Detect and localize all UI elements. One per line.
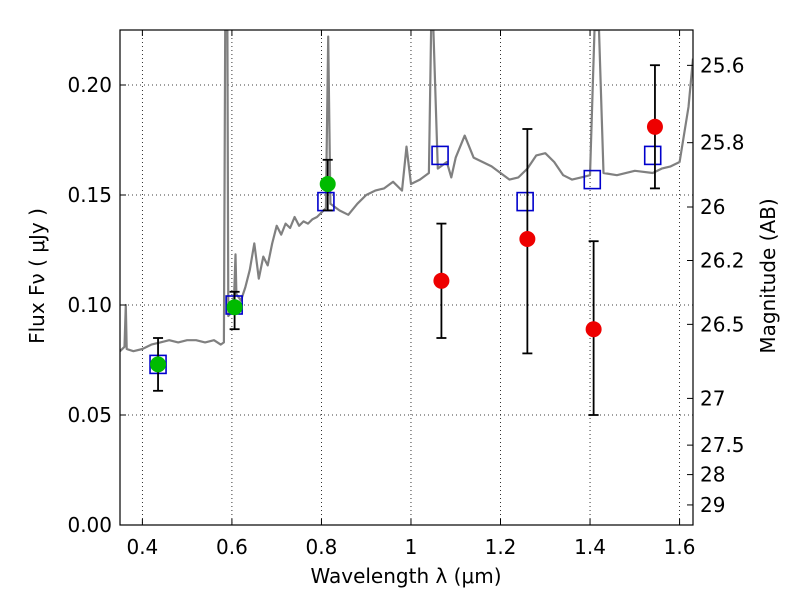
model-spectrum-line <box>120 30 693 353</box>
x-tick-label: 0.4 <box>126 535 158 559</box>
x-tick-label: 0.8 <box>306 535 338 559</box>
axes: 0.4 0.6 0.8 1 1.2 1.4 1.6 0.00 0.05 0.10 0.15 0.20 2… <box>67 30 745 559</box>
y2-tick-label: 25.8 <box>700 131 745 155</box>
observed-flux-point <box>319 176 336 192</box>
model-flux-square <box>583 169 602 190</box>
x-tick-label: 0.6 <box>216 535 248 559</box>
x-tick-label: 1 <box>405 535 418 559</box>
y-tick-label: 0.05 <box>67 403 112 427</box>
y2-tick-label: 27 <box>700 386 725 410</box>
observed-flux-point <box>585 321 602 338</box>
y2-tick-label: 28 <box>700 463 725 487</box>
y2-tick-label: 27.5 <box>700 433 745 457</box>
y2-tick-label: 25.6 <box>700 53 745 77</box>
observed-flux-point <box>150 356 167 373</box>
observed-flux-point <box>433 272 450 289</box>
y2-tick-label: 29 <box>700 493 725 517</box>
x-tick-label: 1.2 <box>485 535 517 559</box>
y-tick-label: 0.15 <box>67 183 112 207</box>
observed-flux-point <box>519 231 536 247</box>
x-tick-label: 1.6 <box>664 535 696 559</box>
model-flux-square <box>431 145 449 166</box>
x-axis-title: Wavelength λ (μm) <box>310 564 501 588</box>
plot-area <box>120 30 693 416</box>
plot-frame <box>119 29 694 526</box>
model-flux-square <box>516 191 534 212</box>
y2-tick-label: 26 <box>700 195 725 219</box>
grid <box>120 30 693 525</box>
model-flux-square <box>643 145 662 166</box>
y-axis-title: Flux Fν ( μJy ) <box>25 208 49 344</box>
observed-flux-point <box>646 118 663 135</box>
y-tick-label: 0.10 <box>67 293 112 317</box>
y-tick-label: 0.00 <box>67 513 112 537</box>
y-tick-label: 0.20 <box>67 73 112 97</box>
y2-tick-label: 26.2 <box>700 249 745 273</box>
observed-flux-point <box>226 299 243 316</box>
y2-axis-title: Magnitude (AB) <box>756 198 780 353</box>
x-tick-label: 1.4 <box>574 535 606 559</box>
y2-tick-label: 26.5 <box>700 312 745 336</box>
